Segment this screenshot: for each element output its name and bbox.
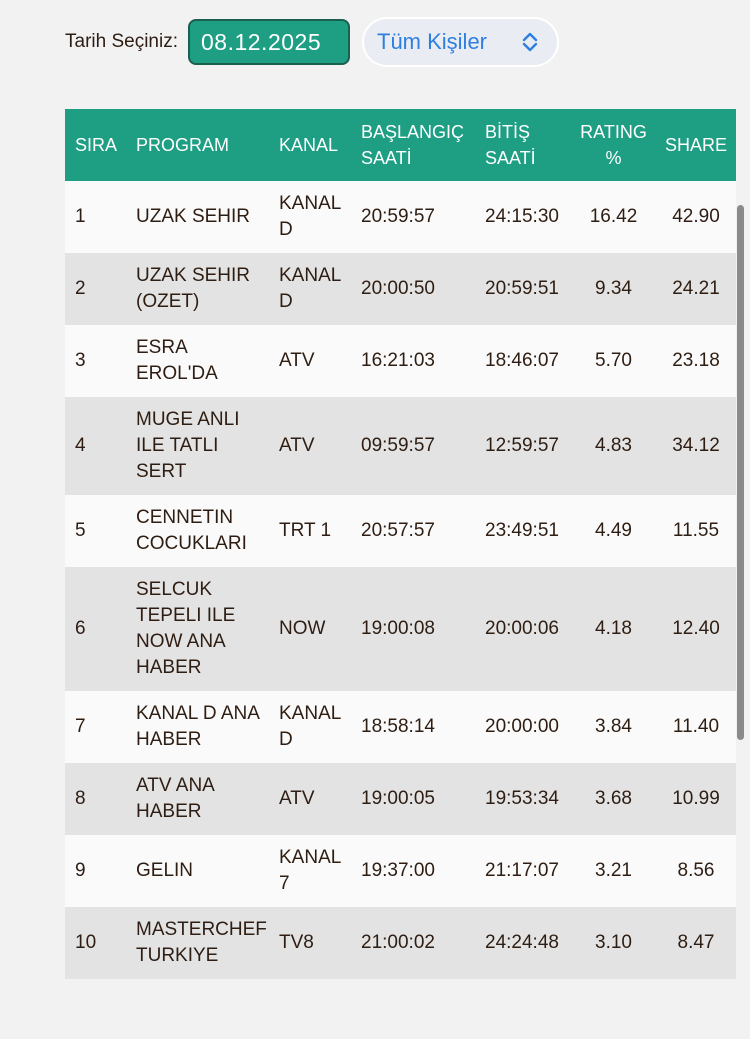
cell-rank: 4 xyxy=(75,435,86,456)
table-header-row: SIRA PROGRAM KANAL BAŞLANGIÇ SAATİ BİTİŞ… xyxy=(65,109,736,181)
ratings-table: SIRA PROGRAM KANAL BAŞLANGIÇ SAATİ BİTİŞ… xyxy=(65,109,736,979)
cell-program: SELCUK TEPELI ILE NOW ANA HABER xyxy=(136,579,236,678)
table-row: 7 KANAL D ANA HABER KANAL D 18:58:14 20:00:0… xyxy=(65,691,736,763)
cell-start-time: 19:00:05 xyxy=(361,788,435,809)
cell-end-time: 12:59:57 xyxy=(485,435,559,456)
chevron-up-down-icon xyxy=(521,31,539,59)
cell-rank: 3 xyxy=(75,350,86,371)
cell-channel: KANAL D xyxy=(279,265,341,312)
header-share: SHARE xyxy=(664,135,727,155)
cell-rank: 2 xyxy=(75,278,86,299)
cell-start-time: 18:58:14 xyxy=(361,716,435,737)
cell-end-time: 20:00:06 xyxy=(485,618,559,639)
cell-start-time: 20:59:57 xyxy=(361,206,435,227)
cell-channel: ATV xyxy=(279,350,315,371)
cell-rating: 3.21 xyxy=(595,860,632,881)
table-row: 2 UZAK SEHIR (OZET) KANAL D 20:00:50 20:59:5… xyxy=(65,253,736,325)
table-row: 9 GELIN KANAL 7 19:37:00 21:17:07 3.21 8.56 xyxy=(65,835,736,907)
cell-program: GELIN xyxy=(136,860,194,881)
ratings-table-container: SIRA PROGRAM KANAL BAŞLANGIÇ SAATİ BİTİŞ… xyxy=(65,109,736,979)
cell-rank: 8 xyxy=(75,788,86,809)
cell-rating: 5.70 xyxy=(595,350,632,371)
header-start-time: BAŞLANGIÇ SAATİ xyxy=(361,122,465,168)
filter-bar: Tarih Seçiniz: 08.12.2025 Tüm Kişiler xyxy=(65,17,559,67)
cell-share: 42.90 xyxy=(672,206,720,227)
cell-rank: 9 xyxy=(75,860,86,881)
cell-channel: TRT 1 xyxy=(279,520,332,541)
cell-end-time: 20:00:00 xyxy=(485,716,559,737)
cell-share: 23.18 xyxy=(672,350,720,371)
header-end-time: BİTİŞ SAATİ xyxy=(485,122,536,168)
scrollbar[interactable] xyxy=(737,205,744,740)
date-input[interactable]: 08.12.2025 xyxy=(188,19,350,65)
table-row: 1 UZAK SEHIR KANAL D 20:59:57 24:15:30 16.42 4… xyxy=(65,181,736,253)
cell-program: MUGE ANLI ILE TATLI SERT xyxy=(136,409,240,482)
cell-start-time: 20:00:50 xyxy=(361,278,435,299)
cell-channel: KANAL D xyxy=(279,703,341,750)
header-channel: KANAL xyxy=(279,135,339,155)
cell-start-time: 16:21:03 xyxy=(361,350,435,371)
cell-program: ESRA EROL'DA xyxy=(136,337,218,384)
table-row: 3 ESRA EROL'DA ATV 16:21:03 18:46:07 5.70 23.1… xyxy=(65,325,736,397)
cell-rating: 4.49 xyxy=(595,520,632,541)
cell-rank: 6 xyxy=(75,618,86,639)
person-select[interactable]: Tüm Kişiler xyxy=(362,17,559,67)
cell-channel: ATV xyxy=(279,788,315,809)
cell-share: 24.21 xyxy=(672,278,720,299)
header-program: PROGRAM xyxy=(136,135,230,155)
cell-rank: 7 xyxy=(75,716,86,737)
person-select-value: Tüm Kişiler xyxy=(377,29,488,54)
cell-rating: 3.84 xyxy=(595,716,632,737)
cell-start-time: 09:59:57 xyxy=(361,435,435,456)
cell-share: 12.40 xyxy=(672,618,720,639)
cell-share: 34.12 xyxy=(672,435,720,456)
cell-program: KANAL D ANA HABER xyxy=(136,703,259,750)
cell-share: 8.56 xyxy=(677,860,715,881)
cell-channel: KANAL 7 xyxy=(279,847,341,894)
cell-rating: 3.10 xyxy=(595,932,632,953)
header-rank: SIRA xyxy=(75,135,118,155)
cell-end-time: 21:17:07 xyxy=(485,860,559,881)
cell-rating: 4.18 xyxy=(595,618,632,639)
cell-start-time: 19:37:00 xyxy=(361,860,435,881)
cell-share: 10.99 xyxy=(672,788,720,809)
cell-start-time: 20:57:57 xyxy=(361,520,435,541)
cell-program: ATV ANA HABER xyxy=(136,775,214,822)
cell-end-time: 24:24:48 xyxy=(485,932,559,953)
table-row: 5 CENNETIN COCUKLARI TRT 1 20:57:57 23:49:51… xyxy=(65,495,736,567)
cell-program: MASTERCHEF TURKIYE xyxy=(136,919,267,966)
cell-rank: 5 xyxy=(75,520,86,541)
cell-share: 11.55 xyxy=(672,520,720,541)
cell-rating: 3.68 xyxy=(595,788,632,809)
cell-program: CENNETIN COCUKLARI xyxy=(136,507,247,554)
cell-start-time: 21:00:02 xyxy=(361,932,435,953)
cell-end-time: 23:49:51 xyxy=(485,520,559,541)
cell-rank: 1 xyxy=(75,206,86,227)
cell-channel: ATV xyxy=(279,435,315,456)
date-label: Tarih Seçiniz: xyxy=(65,31,178,52)
table-row: 6 SELCUK TEPELI ILE NOW ANA HABER NOW 19:00… xyxy=(65,567,736,691)
cell-end-time: 18:46:07 xyxy=(485,350,559,371)
cell-rating: 4.83 xyxy=(595,435,632,456)
cell-share: 11.40 xyxy=(672,716,720,737)
cell-program: UZAK SEHIR xyxy=(136,206,251,227)
table-row: 8 ATV ANA HABER ATV 19:00:05 19:53:34 3.68 10.… xyxy=(65,763,736,835)
cell-share: 8.47 xyxy=(677,932,715,953)
cell-start-time: 19:00:08 xyxy=(361,618,435,639)
table-row: 10 MASTERCHEF TURKIYE TV8 21:00:02 24:24:48 3… xyxy=(65,907,736,979)
cell-channel: TV8 xyxy=(279,932,314,953)
cell-rank: 10 xyxy=(75,932,97,953)
cell-channel: NOW xyxy=(279,618,326,639)
header-rating: RATING % xyxy=(580,122,647,168)
cell-program: UZAK SEHIR (OZET) xyxy=(136,265,251,312)
date-value: 08.12.2025 xyxy=(201,28,322,55)
cell-end-time: 19:53:34 xyxy=(485,788,559,809)
cell-rating: 16.42 xyxy=(589,206,638,227)
cell-end-time: 24:15:30 xyxy=(485,206,559,227)
cell-end-time: 20:59:51 xyxy=(485,278,559,299)
cell-channel: KANAL D xyxy=(279,193,341,240)
table-row: 4 MUGE ANLI ILE TATLI SERT ATV 09:59:57 12:5… xyxy=(65,397,736,495)
cell-rating: 9.34 xyxy=(595,278,632,299)
